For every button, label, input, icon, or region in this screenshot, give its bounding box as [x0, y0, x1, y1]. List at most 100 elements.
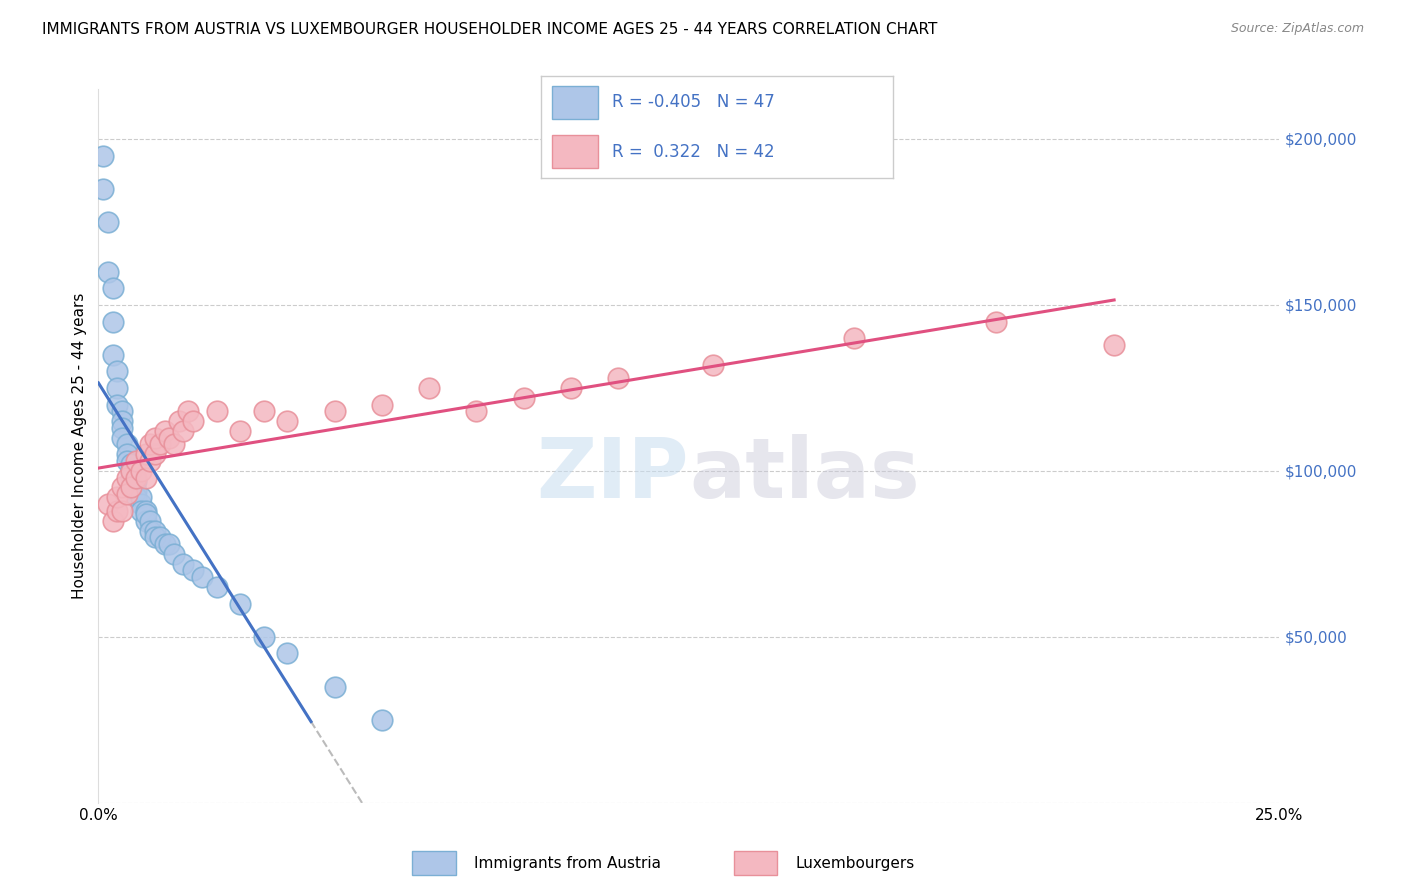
- Point: [143, 447, 166, 461]
- Point: [418, 381, 440, 395]
- Text: Source: ZipAtlas.com: Source: ZipAtlas.com: [1230, 22, 1364, 36]
- Point: [143, 530, 166, 544]
- Text: IMMIGRANTS FROM AUSTRIA VS LUXEMBOURGER HOUSEHOLDER INCOME AGES 25 - 44 YEARS CO: IMMIGRANTS FROM AUSTRIA VS LUXEMBOURGER …: [42, 22, 938, 37]
- Point: [121, 481, 143, 495]
- Point: [139, 454, 162, 468]
- Point: [115, 437, 138, 451]
- Point: [181, 414, 204, 428]
- Point: [172, 424, 194, 438]
- Point: [371, 397, 394, 411]
- Point: [105, 381, 128, 395]
- Bar: [551, 87, 598, 119]
- Point: [465, 404, 488, 418]
- Point: [125, 470, 148, 484]
- Point: [101, 348, 124, 362]
- Point: [125, 454, 148, 468]
- Point: [844, 331, 866, 345]
- Text: Immigrants from Austria: Immigrants from Austria: [474, 855, 661, 871]
- Bar: [551, 136, 598, 168]
- Point: [121, 464, 143, 478]
- Point: [105, 491, 128, 505]
- Point: [135, 507, 157, 521]
- Point: [253, 630, 276, 644]
- Bar: [412, 851, 456, 875]
- Point: [105, 397, 128, 411]
- Point: [121, 464, 143, 478]
- Point: [135, 470, 157, 484]
- Point: [111, 431, 134, 445]
- Point: [111, 481, 134, 495]
- Point: [111, 414, 134, 428]
- Point: [229, 597, 252, 611]
- Point: [115, 454, 138, 468]
- Text: Luxembourgers: Luxembourgers: [796, 855, 915, 871]
- Point: [1102, 338, 1125, 352]
- Point: [139, 437, 162, 451]
- Point: [153, 537, 176, 551]
- Point: [607, 371, 630, 385]
- Point: [560, 381, 582, 395]
- Point: [205, 404, 228, 418]
- Point: [153, 424, 176, 438]
- Point: [371, 713, 394, 727]
- Point: [97, 265, 120, 279]
- Point: [167, 414, 190, 428]
- Point: [125, 483, 148, 498]
- Point: [125, 474, 148, 488]
- Text: R = -0.405   N = 47: R = -0.405 N = 47: [612, 94, 775, 112]
- Text: ZIP: ZIP: [537, 434, 689, 515]
- Point: [172, 557, 194, 571]
- Point: [129, 497, 152, 511]
- Point: [323, 404, 346, 418]
- Text: R =  0.322   N = 42: R = 0.322 N = 42: [612, 143, 775, 161]
- Point: [157, 537, 180, 551]
- Point: [97, 215, 120, 229]
- Point: [97, 497, 120, 511]
- Point: [115, 470, 138, 484]
- Point: [276, 414, 298, 428]
- Point: [177, 404, 200, 418]
- Point: [121, 457, 143, 471]
- Bar: [734, 851, 778, 875]
- Point: [984, 314, 1007, 328]
- Point: [91, 148, 114, 162]
- Point: [163, 437, 186, 451]
- Point: [229, 424, 252, 438]
- Point: [323, 680, 346, 694]
- Point: [135, 447, 157, 461]
- Point: [149, 437, 172, 451]
- Point: [139, 514, 162, 528]
- Point: [702, 358, 724, 372]
- Point: [191, 570, 214, 584]
- Point: [143, 431, 166, 445]
- Y-axis label: Householder Income Ages 25 - 44 years: Householder Income Ages 25 - 44 years: [72, 293, 87, 599]
- Point: [276, 647, 298, 661]
- Point: [135, 504, 157, 518]
- Point: [101, 281, 124, 295]
- Point: [181, 564, 204, 578]
- Text: atlas: atlas: [689, 434, 920, 515]
- Point: [149, 530, 172, 544]
- Point: [125, 491, 148, 505]
- Point: [105, 364, 128, 378]
- Point: [129, 504, 152, 518]
- Point: [135, 514, 157, 528]
- Point: [111, 404, 134, 418]
- Point: [253, 404, 276, 418]
- Point: [101, 514, 124, 528]
- Point: [115, 447, 138, 461]
- Point: [115, 487, 138, 501]
- Point: [101, 314, 124, 328]
- Point: [105, 504, 128, 518]
- Point: [139, 524, 162, 538]
- Point: [121, 481, 143, 495]
- Point: [121, 470, 143, 484]
- Point: [143, 524, 166, 538]
- Point: [205, 580, 228, 594]
- Point: [163, 547, 186, 561]
- Point: [111, 504, 134, 518]
- Point: [512, 391, 534, 405]
- Point: [129, 464, 152, 478]
- Point: [129, 491, 152, 505]
- Point: [157, 431, 180, 445]
